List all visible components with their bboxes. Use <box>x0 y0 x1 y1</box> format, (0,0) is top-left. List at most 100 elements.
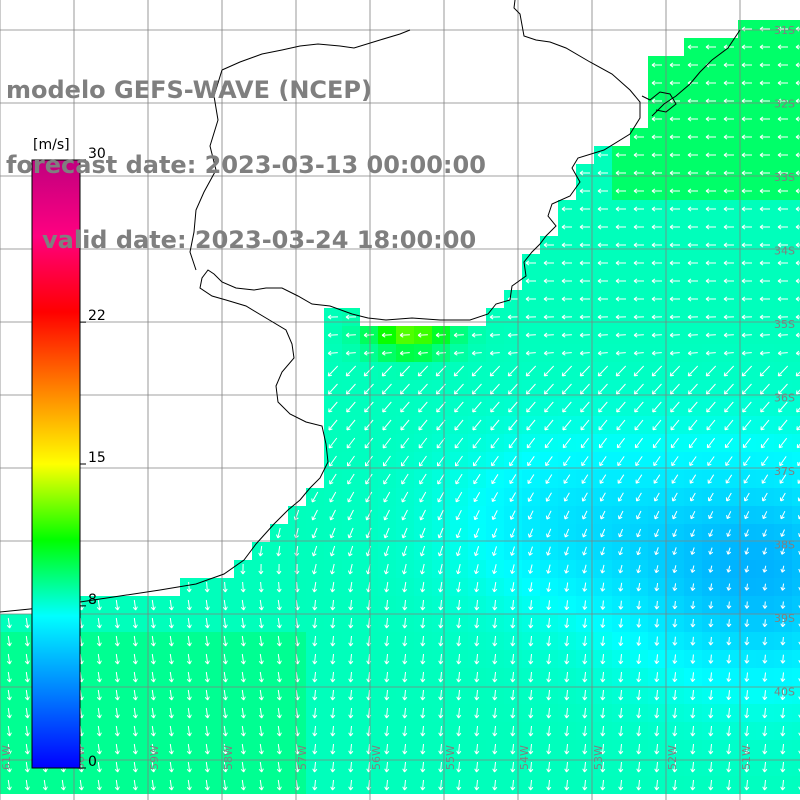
wind-arrow <box>636 600 642 610</box>
wind-arrow <box>204 653 210 665</box>
wind-arrow <box>672 672 678 683</box>
wind-arrow <box>564 618 570 629</box>
wind-arrow <box>633 170 644 176</box>
wind-arrow <box>582 528 588 538</box>
wind-arrow <box>741 242 752 248</box>
wind-arrow <box>276 617 282 629</box>
wind-arrow <box>276 581 282 593</box>
wind-arrow <box>528 582 534 593</box>
wind-arrow <box>492 671 498 683</box>
wind-arrow <box>726 583 732 591</box>
wind-arrow <box>653 456 661 467</box>
wind-arrow <box>616 419 626 431</box>
wind-cell <box>792 506 800 524</box>
wind-arrow <box>690 743 696 755</box>
wind-arrow <box>777 242 788 248</box>
wind-arrow <box>759 152 770 158</box>
wind-arrow <box>780 707 786 719</box>
wind-arrow <box>762 529 767 537</box>
wind-arrow <box>401 455 409 467</box>
wind-arrow <box>705 134 716 140</box>
wind-arrow <box>330 779 336 791</box>
wind-arrow <box>672 510 678 520</box>
wind-arrow <box>759 80 770 86</box>
wind-arrow <box>580 383 590 395</box>
wind-arrow <box>581 510 588 520</box>
wind-arrow <box>150 743 156 755</box>
wind-arrow <box>759 62 770 68</box>
longitude-label: 52W <box>666 745 679 770</box>
wind-arrow <box>455 473 463 485</box>
wind-arrow <box>240 779 246 791</box>
wind-arrow <box>345 332 356 338</box>
wind-arrow <box>741 62 752 68</box>
wind-arrow <box>437 491 445 503</box>
wind-arrow <box>168 599 174 611</box>
wind-arrow <box>761 474 769 484</box>
wind-cell <box>792 362 800 380</box>
wind-arrow <box>546 707 552 719</box>
wind-arrow <box>759 332 770 338</box>
wind-arrow <box>741 206 752 212</box>
wind-arrow <box>438 635 444 647</box>
wind-arrow <box>672 743 678 755</box>
wind-arrow <box>705 296 716 302</box>
wind-arrow <box>723 365 735 377</box>
wind-arrow <box>760 419 770 431</box>
wind-arrow <box>471 332 482 338</box>
lagoon-path-2 <box>641 91 677 113</box>
wind-arrow <box>672 547 677 556</box>
wind-arrow <box>690 672 696 683</box>
wind-arrow <box>222 671 228 683</box>
wind-arrow <box>420 761 426 773</box>
wind-arrow <box>222 599 228 611</box>
wind-arrow <box>725 456 733 466</box>
wind-arrow <box>762 708 768 719</box>
wind-arrow <box>528 779 534 791</box>
wind-arrow <box>348 779 354 791</box>
wind-arrow <box>744 708 750 719</box>
wind-arrow <box>204 707 210 719</box>
wind-arrow <box>330 725 336 737</box>
wind-arrow <box>510 635 516 647</box>
wind-arrow <box>636 779 642 791</box>
wind-arrow <box>669 80 680 86</box>
wind-arrow <box>438 653 444 665</box>
wind-arrow <box>723 206 734 212</box>
latitude-label: 31S <box>774 24 795 37</box>
wind-arrow <box>671 474 679 484</box>
wind-arrow <box>114 761 120 773</box>
wind-arrow <box>636 654 642 665</box>
wind-arrow <box>705 116 716 122</box>
wind-arrow <box>654 636 660 646</box>
wind-arrow <box>456 581 462 593</box>
wind-arrow <box>690 510 696 520</box>
wind-arrow <box>222 635 228 647</box>
wind-arrow <box>636 707 642 719</box>
wind-arrow <box>598 437 607 449</box>
wind-arrow <box>510 761 516 773</box>
wind-arrow <box>96 653 102 665</box>
wind-arrow <box>168 707 174 719</box>
latitude-label: 40S <box>774 686 795 699</box>
border-path-north <box>221 29 411 71</box>
wind-arrow <box>690 779 696 791</box>
wind-arrow <box>618 689 624 701</box>
wind-arrow <box>708 601 714 609</box>
wind-arrow <box>690 636 696 646</box>
wind-arrow <box>348 617 354 629</box>
wind-arrow <box>615 350 626 356</box>
wind-arrow <box>186 671 192 683</box>
wind-arrow <box>654 672 660 683</box>
wind-arrow <box>726 672 732 682</box>
wind-arrow <box>777 62 788 68</box>
wind-arrow <box>276 725 282 737</box>
wind-arrow <box>168 689 174 701</box>
wind-arrow <box>507 365 519 377</box>
wind-arrow <box>561 332 572 338</box>
wind-arrow <box>114 617 120 629</box>
wind-arrow <box>615 260 626 266</box>
wind-cell <box>792 596 800 614</box>
wind-arrow <box>579 206 590 212</box>
wind-arrow <box>705 314 717 320</box>
